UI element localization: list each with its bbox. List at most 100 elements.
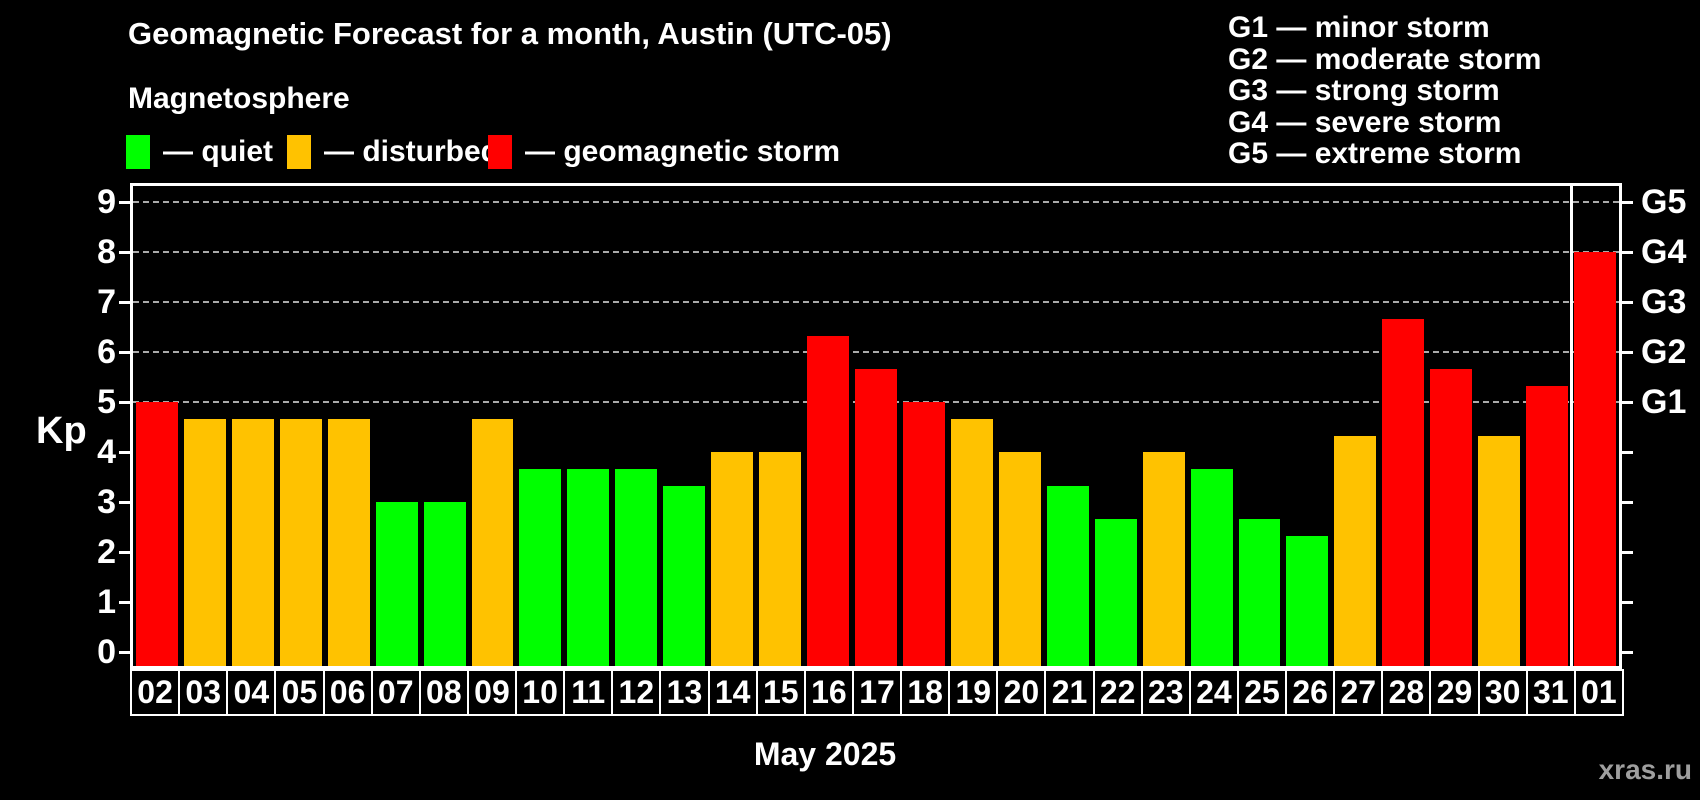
kp-bar-day-12 [615,468,658,666]
y-tick-label-8: 8 [97,233,116,271]
day-label-13: 13 [659,669,710,716]
day-label-08: 08 [418,669,469,716]
left-tick-kp9 [119,200,130,204]
storm-scale-line-4: G4 — severe storm [1228,105,1502,139]
gridline-kp6 [133,351,1619,353]
day-label-17: 17 [851,669,903,716]
storm-swatch-icon [488,135,512,169]
right-tick-kp4 [1622,450,1633,454]
left-tick-kp7 [119,300,130,304]
gridline-kp8 [133,251,1619,253]
y-tick-label-4: 4 [97,433,116,471]
right-tick-kp9 [1622,200,1633,204]
legend-item-label: — geomagnetic storm [525,135,841,168]
quiet-swatch-icon [126,135,150,169]
kp-bar-day-03 [183,418,226,666]
day-label-26: 26 [1285,669,1336,716]
legend-item-storm: — geomagnetic storm [488,135,840,169]
day-label-30: 30 [1477,669,1528,716]
kp-bar-day-14 [711,452,754,666]
watermark: xras.ru [1598,754,1692,785]
day-label-22: 22 [1092,669,1143,716]
kp-bar-day-29 [1430,368,1473,666]
legend-item-label: — quiet [163,135,273,168]
month-separator-line [1569,186,1573,666]
kp-bar-day-20 [998,452,1041,666]
kp-bar-day-04 [231,418,274,666]
storm-scale-line-5: G5 — extreme storm [1228,137,1522,171]
magnetosphere-label: Magnetosphere [128,82,350,115]
kp-bar-day-30 [1478,435,1521,666]
kp-bar-day-13 [663,485,706,666]
g-scale-label-G1: G1 [1641,383,1687,421]
g-scale-label-G3: G3 [1641,283,1687,321]
x-axis-month-label: May 2025 [753,736,897,772]
day-label-23: 23 [1140,669,1191,716]
day-label-14: 14 [707,669,758,716]
day-label-25: 25 [1236,669,1288,716]
day-label-06: 06 [322,669,373,716]
day-label-29: 29 [1429,669,1480,716]
gridline-kp7 [133,301,1619,303]
legend-item-quiet: — quiet [126,135,273,169]
kp-bar-day-24 [1190,468,1233,666]
day-label-05: 05 [274,669,325,716]
kp-bar-day-26 [1286,535,1329,666]
left-tick-kp2 [119,550,130,554]
left-tick-kp8 [119,250,130,254]
kp-bar-day-02 [136,402,178,666]
gridline-kp9 [133,201,1619,203]
day-label-15: 15 [755,669,806,716]
day-label-07: 07 [370,669,421,716]
storm-scale-legend: G1 — minor storm G2 — moderate storm G3 — … [1228,12,1541,170]
day-label-03: 03 [178,669,229,716]
kp-bar-day-27 [1334,435,1377,666]
day-label-04: 04 [226,669,277,716]
day-label-20: 20 [996,669,1047,716]
day-label-01: 01 [1573,669,1624,716]
right-tick-kp3 [1622,500,1633,504]
kp-bar-day-19 [950,418,993,666]
day-label-16: 16 [803,669,854,716]
legend-item-label: — disturbed [324,135,500,168]
y-tick-label-6: 6 [97,333,116,371]
disturbed-swatch-icon [287,135,311,169]
right-tick-kp2 [1622,550,1633,554]
day-label-21: 21 [1044,669,1095,716]
kp-bar-day-17 [855,368,897,666]
kp-bar-day-07 [375,502,418,666]
kp-bar-day-25 [1238,518,1281,666]
kp-bar-day-01 [1574,252,1616,666]
kp-bar-day-15 [759,452,802,666]
kp-bar-day-22 [1094,518,1137,666]
y-tick-label-5: 5 [97,383,116,421]
y-tick-label-2: 2 [97,533,116,571]
day-label-11: 11 [563,669,614,716]
kp-bar-day-28 [1382,318,1425,666]
kp-bar-day-31 [1526,385,1569,666]
left-tick-kp5 [119,400,130,404]
y-tick-label-1: 1 [97,583,116,621]
right-tick-kp7 [1622,300,1633,304]
left-tick-kp6 [119,350,130,354]
left-tick-kp4 [119,450,130,454]
storm-scale-line-3: G3 — strong storm [1228,74,1500,108]
kp-bar-day-05 [279,418,322,666]
right-tick-kp0 [1622,650,1633,654]
y-tick-label-9: 9 [97,183,116,221]
legend-item-disturbed: — disturbed [287,135,499,169]
y-tick-label-0: 0 [97,633,116,671]
kp-bar-day-09 [471,418,514,666]
left-tick-kp1 [119,600,130,604]
g-scale-label-G4: G4 [1641,233,1687,271]
storm-scale-line-1: G1 — minor storm [1228,11,1490,44]
kp-bar-day-10 [519,468,562,666]
kp-bar-day-16 [807,335,850,666]
day-label-31: 31 [1525,669,1576,716]
y-tick-label-3: 3 [97,483,116,521]
left-tick-kp0 [119,650,130,654]
day-label-28: 28 [1381,669,1432,716]
kp-bar-day-21 [1046,485,1089,666]
day-label-18: 18 [900,669,951,716]
